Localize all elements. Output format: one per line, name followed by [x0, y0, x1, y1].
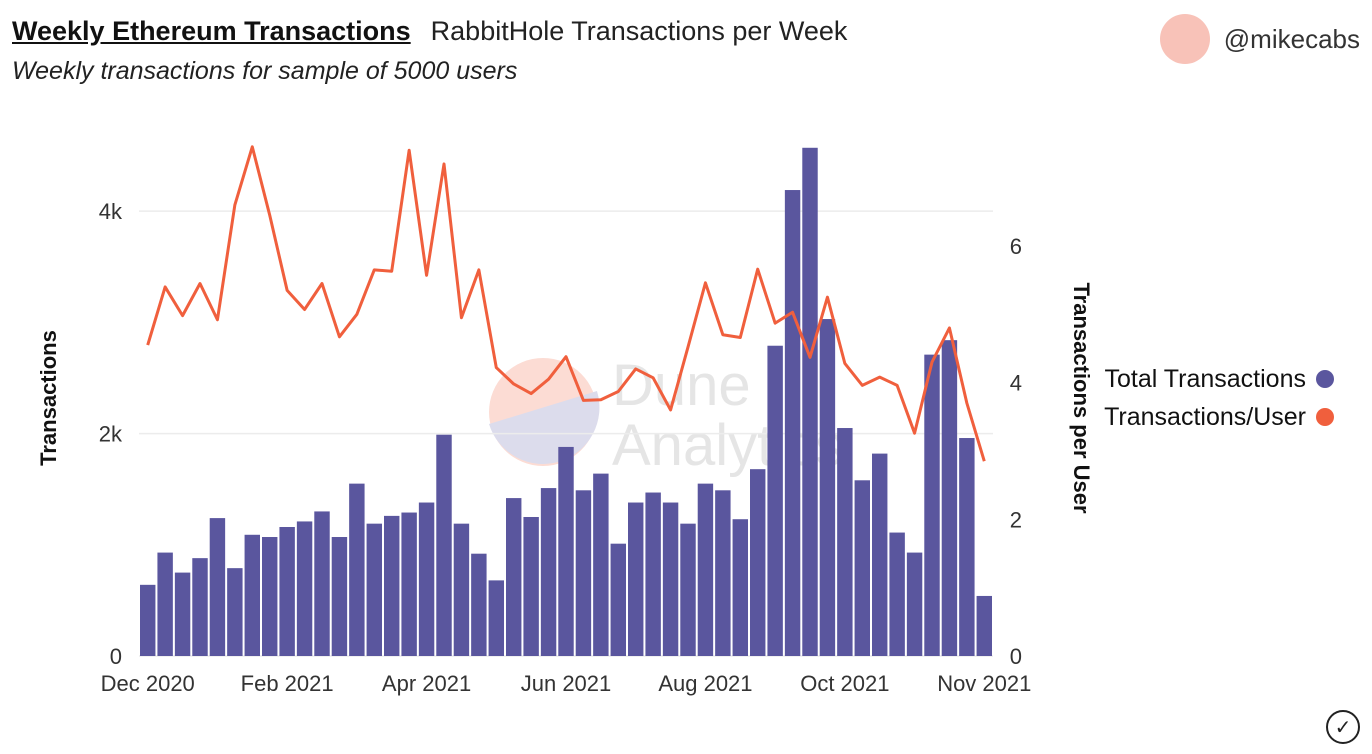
author-badge[interactable]: @mikecabs — [1159, 14, 1360, 64]
chart-subtitle: Weekly transactions for sample of 5000 u… — [12, 57, 518, 85]
x-tick-label: Jun 2021 — [521, 671, 612, 696]
bar-total-transactions[interactable] — [976, 595, 992, 656]
bar-total-transactions[interactable] — [872, 453, 888, 656]
bar-total-transactions[interactable] — [697, 483, 714, 656]
y-right-tick-label: 2 — [1010, 507, 1022, 532]
bar-total-transactions[interactable] — [418, 502, 435, 656]
x-tick-label: Oct 2021 — [800, 671, 889, 696]
y-axis-left-ticks: 0 2k 4k — [99, 199, 123, 669]
bar-total-transactions[interactable] — [906, 552, 923, 656]
bar-total-transactions[interactable] — [628, 502, 644, 656]
bar-total-transactions[interactable] — [941, 340, 958, 656]
bar-total-transactions[interactable] — [244, 534, 260, 656]
bar-total-transactions[interactable] — [384, 515, 400, 656]
chart-header: Weekly Ethereum Transactions RabbitHole … — [12, 16, 847, 86]
bar-total-transactions[interactable] — [453, 523, 470, 656]
watermark-logo-bottom — [489, 391, 600, 464]
y-left-tick-label: 0 — [110, 644, 122, 669]
bar-total-transactions[interactable] — [819, 319, 836, 656]
line-transactions-per-user[interactable] — [146, 145, 986, 462]
bar-total-transactions[interactable] — [558, 446, 574, 656]
bar-total-transactions[interactable] — [471, 553, 487, 656]
y-right-tick-label: 0 — [1010, 644, 1022, 669]
x-tick-label: Aug 2021 — [658, 671, 752, 696]
bar-total-transactions[interactable] — [837, 428, 853, 656]
bar-total-transactions[interactable] — [732, 519, 748, 656]
bar-total-transactions[interactable] — [227, 568, 243, 656]
avatar — [1159, 14, 1210, 64]
query-name: RabbitHole Transactions per Week — [430, 16, 848, 46]
bar-total-transactions[interactable] — [784, 190, 801, 657]
bar-total-transactions[interactable] — [331, 537, 348, 656]
bar-total-transactions[interactable] — [610, 543, 626, 656]
bar-total-transactions[interactable] — [209, 518, 226, 656]
bar-total-transactions[interactable] — [575, 490, 592, 656]
bar-total-transactions[interactable] — [924, 354, 940, 656]
y-right-tick-label: 4 — [1010, 371, 1022, 396]
y-axis-right-title: Transactions per User — [1069, 282, 1094, 514]
line-series-transactions-per-user — [146, 145, 986, 462]
y-left-tick-label: 4k — [99, 199, 123, 224]
bar-total-transactions[interactable] — [349, 483, 365, 656]
x-tick-label: Feb 2021 — [241, 671, 334, 696]
bar-total-transactions[interactable] — [680, 523, 696, 656]
bar-total-transactions[interactable] — [662, 502, 679, 656]
legend: Total Transactions Transactions/User — [1104, 365, 1334, 431]
bar-total-transactions[interactable] — [523, 516, 539, 656]
bar-total-transactions[interactable] — [645, 492, 661, 656]
y-left-tick-label: 2k — [99, 422, 123, 447]
bar-total-transactions[interactable] — [436, 434, 452, 656]
bar-total-transactions[interactable] — [750, 469, 766, 656]
author-handle[interactable]: @mikecabs — [1223, 23, 1360, 54]
check-circle-icon[interactable]: ✓ — [1326, 710, 1360, 744]
y-axis-left-title: Transactions — [36, 330, 61, 466]
bar-series-total-transactions — [140, 147, 992, 657]
watermark-text-1: Dune — [612, 353, 751, 418]
bar-total-transactions[interactable] — [174, 572, 191, 656]
bar-total-transactions[interactable] — [593, 473, 609, 656]
bar-total-transactions[interactable] — [540, 488, 557, 656]
bar-total-transactions[interactable] — [401, 512, 417, 656]
bar-total-transactions[interactable] — [157, 552, 173, 656]
bar-total-transactions[interactable] — [296, 521, 313, 656]
x-tick-label: Apr 2021 — [382, 671, 471, 696]
y-axis-right-ticks: 0 2 4 6 — [1010, 234, 1022, 669]
legend-label-transactions-per-user[interactable]: Transactions/User — [1104, 403, 1306, 431]
bar-total-transactions[interactable] — [506, 498, 522, 656]
bar-total-transactions[interactable] — [959, 438, 975, 656]
bar-total-transactions[interactable] — [279, 527, 295, 656]
bar-total-transactions[interactable] — [192, 558, 208, 656]
legend-label-total-transactions[interactable]: Total Transactions — [1105, 365, 1307, 393]
bar-total-transactions[interactable] — [488, 580, 504, 656]
bar-total-transactions[interactable] — [802, 147, 818, 656]
bar-total-transactions[interactable] — [767, 345, 783, 656]
legend-marker-total-transactions — [1316, 370, 1334, 388]
bar-total-transactions[interactable] — [715, 490, 731, 656]
bar-total-transactions[interactable] — [140, 584, 156, 656]
x-axis-ticks: Dec 2020 Feb 2021 Apr 2021 Jun 2021 Aug 2021… — [101, 671, 1032, 696]
x-tick-label: Dec 2020 — [101, 671, 195, 696]
chart-title-link[interactable]: Weekly Ethereum Transactions — [12, 16, 411, 46]
bar-total-transactions[interactable] — [262, 537, 278, 656]
bar-total-transactions[interactable] — [854, 480, 870, 656]
bar-total-transactions[interactable] — [314, 511, 330, 656]
bar-total-transactions[interactable] — [366, 523, 382, 656]
legend-marker-transactions-per-user — [1316, 408, 1334, 426]
bar-total-transactions[interactable] — [889, 532, 905, 656]
x-tick-label: Nov 2021 — [937, 671, 1031, 696]
y-right-tick-label: 6 — [1010, 234, 1022, 259]
